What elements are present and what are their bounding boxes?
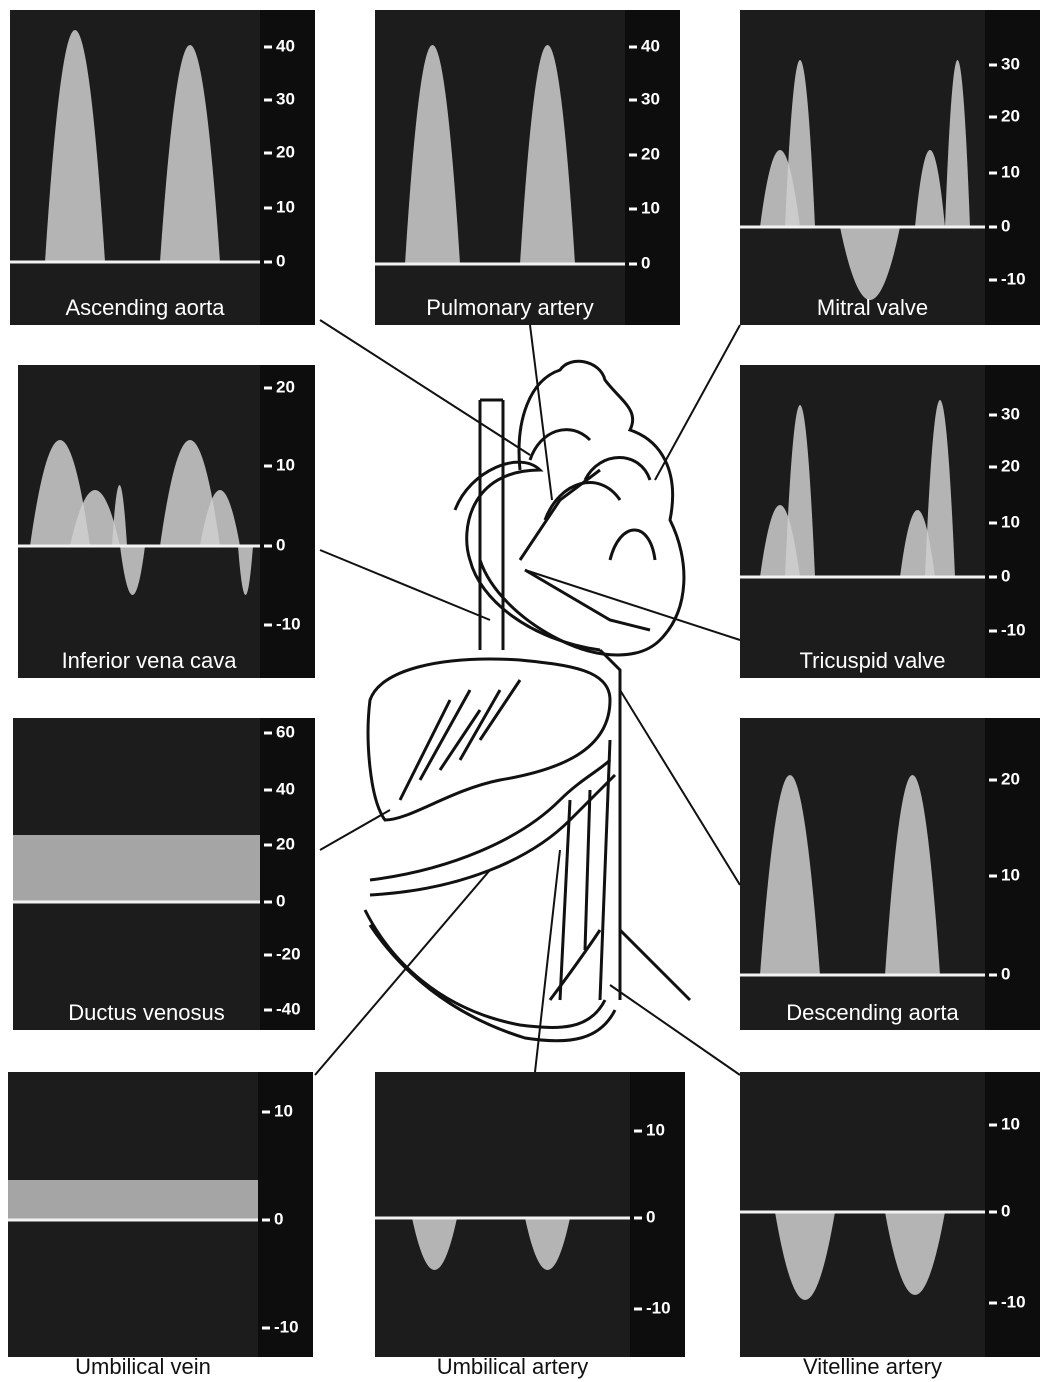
tick-label: 30	[1001, 54, 1020, 73]
connector	[530, 325, 552, 500]
panel-label: Mitral valve	[817, 295, 928, 320]
connector	[535, 850, 560, 1072]
scale-strip	[260, 718, 315, 1030]
tick-label: 10	[276, 197, 295, 216]
tick-label: 0	[1001, 566, 1010, 585]
tick-label: 0	[1001, 216, 1010, 235]
tick-label: 0	[276, 535, 285, 554]
tick-label: 10	[1001, 865, 1020, 884]
doppler-panel: 10 0 -10 Umbilical vein	[8, 1072, 313, 1379]
panel-label: Ductus venosus	[68, 1000, 225, 1025]
tick-label: 0	[646, 1207, 655, 1226]
tick-label: -10	[1001, 269, 1026, 288]
panel-background	[375, 1072, 630, 1357]
panel-label: Tricuspid valve	[800, 648, 946, 673]
doppler-panel: 60 40 20 0 -20 -40 Ductus venosus	[13, 718, 315, 1030]
panel-label: Ascending aorta	[66, 295, 226, 320]
tick-label: 20	[276, 142, 295, 161]
connector	[525, 570, 740, 640]
tick-label: 0	[1001, 964, 1010, 983]
tick-label: 40	[276, 779, 295, 798]
tick-label: 10	[641, 198, 660, 217]
tick-label: 10	[646, 1120, 665, 1139]
tick-label: 10	[276, 455, 295, 474]
panel-label: Descending aorta	[786, 1000, 959, 1025]
connector	[320, 320, 530, 455]
heart-diagram	[365, 361, 690, 1041]
tick-label: 0	[1001, 1201, 1010, 1220]
panel-label: Umbilical artery	[437, 1354, 589, 1379]
panel-label: Vitelline artery	[803, 1354, 942, 1379]
doppler-panel: 20 10 0 -10 Inferior vena cava	[18, 365, 315, 678]
figure: 40 30 20 10 0 Ascending aorta 40 30 20 10 0 Pulmona…	[0, 0, 1041, 1382]
tick-label: 0	[276, 251, 285, 270]
connector	[655, 325, 740, 480]
tick-label: 0	[274, 1209, 283, 1228]
tick-label: 0	[641, 253, 650, 272]
tick-label: -10	[1001, 1292, 1026, 1311]
panel-label: Pulmonary artery	[426, 295, 594, 320]
doppler-panel: 20 10 0 Descending aorta	[740, 718, 1040, 1030]
tick-label: -10	[1001, 620, 1026, 639]
connector	[320, 550, 490, 620]
panel-background	[10, 10, 260, 325]
doppler-panel: 10 0 -10 Umbilical artery	[375, 1072, 685, 1379]
doppler-panel: 30 20 10 0 -10 Mitral valve	[740, 10, 1040, 325]
tick-label: 20	[641, 144, 660, 163]
tick-label: 30	[276, 89, 295, 108]
panel-label: Umbilical vein	[75, 1354, 211, 1379]
tick-label: 20	[1001, 106, 1020, 125]
scale-strip	[260, 10, 315, 325]
doppler-panel: 40 30 20 10 0 Ascending aorta	[10, 10, 315, 325]
tick-label: -10	[646, 1298, 671, 1317]
connector	[320, 810, 390, 850]
waveform	[13, 835, 260, 902]
tick-label: 10	[1001, 162, 1020, 181]
waveform	[8, 1180, 258, 1220]
connector	[610, 985, 740, 1075]
connector	[620, 690, 740, 885]
tick-label: -20	[276, 944, 301, 963]
tick-label: 40	[641, 36, 660, 55]
tick-label: 20	[1001, 769, 1020, 788]
tick-label: 20	[1001, 456, 1020, 475]
doppler-panel: 40 30 20 10 0 Pulmonary artery	[375, 10, 680, 325]
doppler-panels: 40 30 20 10 0 Ascending aorta 40 30 20 10 0 Pulmona…	[8, 10, 1040, 1379]
tick-label: -10	[274, 1317, 299, 1336]
doppler-panel: 10 0 -10 Vitelline artery	[740, 1072, 1040, 1379]
doppler-panel: 30 20 10 0 -10 Tricuspid valve	[740, 365, 1040, 678]
connector	[315, 870, 490, 1075]
tick-label: 60	[276, 722, 295, 741]
tick-label: 10	[1001, 512, 1020, 531]
tick-label: 30	[641, 89, 660, 108]
tick-label: 10	[274, 1101, 293, 1120]
tick-label: 30	[1001, 404, 1020, 423]
tick-label: 10	[1001, 1114, 1020, 1133]
panel-label: Inferior vena cava	[62, 648, 238, 673]
tick-label: 0	[276, 891, 285, 910]
connectors	[315, 320, 740, 1075]
scale-strip	[625, 10, 680, 325]
tick-label: 20	[276, 834, 295, 853]
tick-label: -10	[276, 614, 301, 633]
tick-label: 20	[276, 377, 295, 396]
tick-label: 40	[276, 36, 295, 55]
tick-label: -40	[276, 999, 301, 1018]
